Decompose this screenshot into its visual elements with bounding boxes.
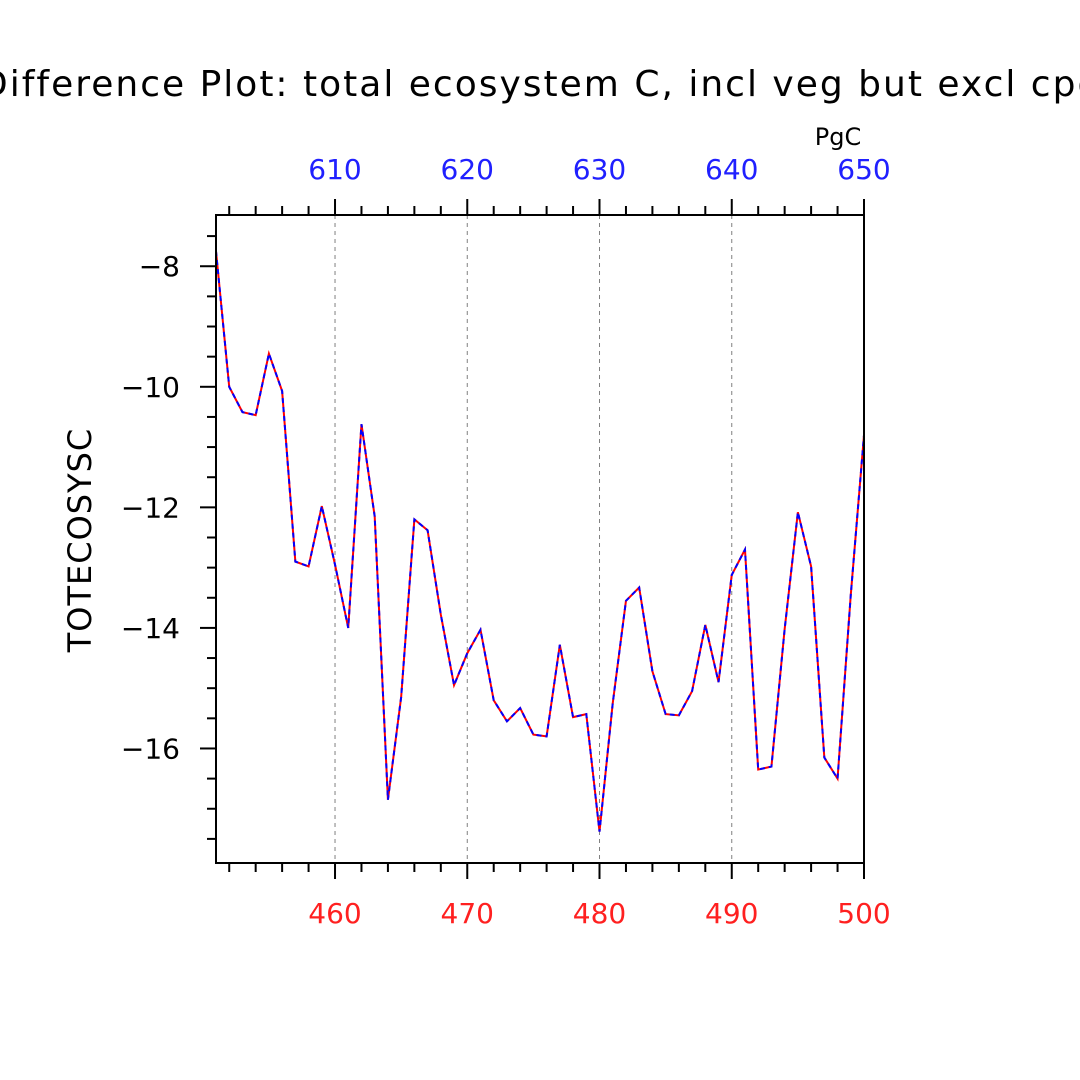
x-tick-label: 460 <box>308 897 361 930</box>
y-tick-label: −16 <box>121 732 180 765</box>
chart-title: Difference Plot: total ecosystem C, incl… <box>0 64 1080 105</box>
grid-lines <box>334 215 733 863</box>
x-tick-label: 480 <box>573 897 626 930</box>
x-tick-label: 490 <box>705 897 758 930</box>
axis-ticks <box>200 199 865 879</box>
top-axis-unit: PgC <box>815 123 861 151</box>
y-tick-label: −14 <box>121 612 180 645</box>
plot-frame <box>215 214 865 864</box>
x-tick-label: 500 <box>837 897 890 930</box>
top-x-tick-label: 630 <box>573 153 626 186</box>
top-x-tick-label: 640 <box>705 153 758 186</box>
series-group <box>215 251 865 832</box>
y-tick-label: −10 <box>121 371 180 404</box>
top-x-tick-label: 650 <box>837 153 890 186</box>
series-line-2 <box>215 251 865 832</box>
series-line-1 <box>215 251 865 832</box>
y-tick-label: −8 <box>139 250 180 283</box>
top-x-tick-label: 620 <box>441 153 494 186</box>
y-tick-label: −12 <box>121 491 180 524</box>
tick-labels: 460 470 480 490 500 610 620 630 640 650 −8 −10 −12 −1… <box>121 153 891 930</box>
y-axis-label: TOTECOSYSC <box>61 428 99 654</box>
top-x-tick-label: 610 <box>308 153 361 186</box>
x-tick-label: 470 <box>441 897 494 930</box>
